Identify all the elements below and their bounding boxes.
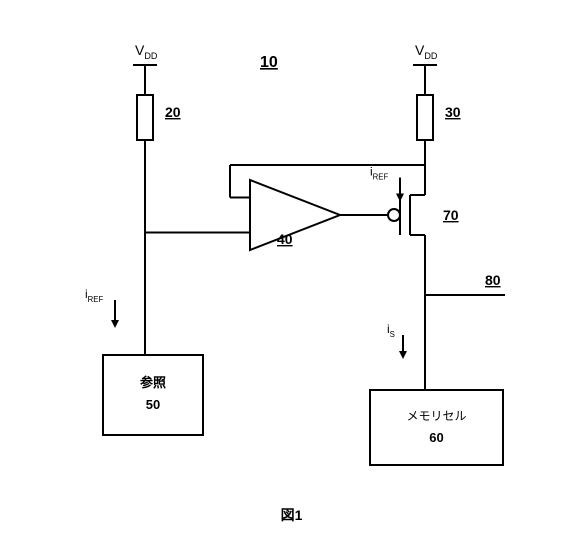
resistor-20 (137, 95, 153, 140)
label-iref-left: iREF (85, 287, 104, 304)
label-ref-box: 参照 (140, 375, 166, 390)
label-is: iS (387, 322, 395, 339)
reference-box (103, 355, 203, 435)
label-mem-box: メモリセル (406, 409, 466, 423)
label-30: 30 (445, 104, 461, 120)
inverting-bubble (388, 209, 400, 221)
label-70: 70 (443, 207, 459, 223)
amplifier-40 (250, 180, 340, 250)
resistor-30 (417, 95, 433, 140)
label-60: 60 (429, 430, 443, 445)
label-iref-right: iREF (370, 165, 389, 182)
label-80: 80 (485, 272, 501, 288)
memory-cell-box (370, 390, 503, 465)
label-50: 50 (146, 397, 160, 412)
label-vdd-left: VDD (135, 42, 158, 61)
label-10: 10 (260, 54, 278, 71)
label-40: 40 (277, 231, 293, 247)
figure-caption: 図1 (281, 507, 303, 523)
label-20: 20 (165, 104, 181, 120)
label-vdd-right: VDD (415, 42, 438, 61)
